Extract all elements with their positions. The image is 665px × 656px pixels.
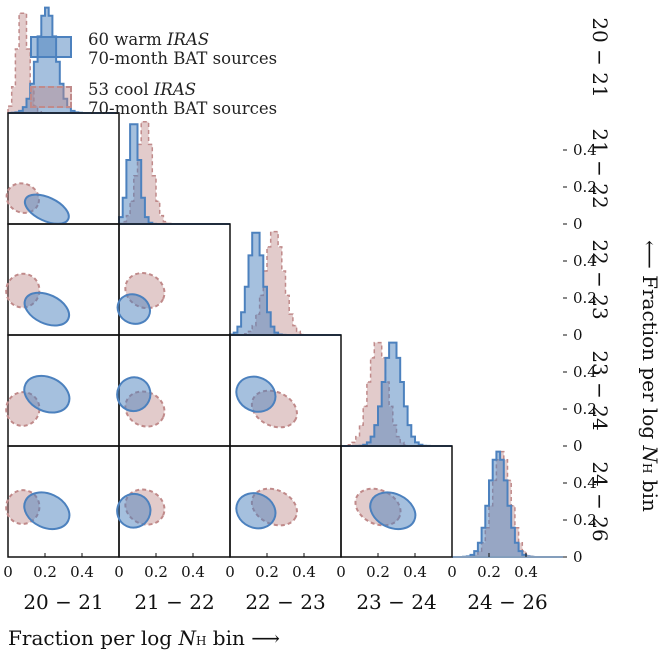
y-axis-title: ⟵ Fraction per log NH bin xyxy=(638,240,662,512)
contour-warm-4-3 xyxy=(369,491,417,531)
contour-warm-4-0 xyxy=(23,491,71,531)
contour-warm-3-0 xyxy=(23,374,71,414)
y-bin-label: 21 − 22 xyxy=(588,128,612,208)
x-tick-label: 0.2 xyxy=(477,563,501,581)
y-bin-label: 22 − 23 xyxy=(588,239,612,319)
x-bin-label: 21 − 22 xyxy=(134,590,214,614)
y-tick-label: 0.4 xyxy=(573,141,597,159)
panel-4-3 xyxy=(340,445,453,558)
contour-warm-4-2 xyxy=(235,492,277,530)
x-tick-label: 0 xyxy=(447,563,457,581)
y-tick-label: 0 xyxy=(573,437,583,455)
contour-warm-4-1 xyxy=(116,492,152,529)
y-tick-label: 0.2 xyxy=(573,511,597,529)
contour-warm-2-1 xyxy=(116,293,151,325)
x-tick-label: 0.2 xyxy=(255,563,279,581)
y-tick-label: 0 xyxy=(573,548,583,566)
x-tick-label: 0 xyxy=(114,563,124,581)
contour-warm-1-0 xyxy=(23,193,70,225)
y-tick-label: 0.2 xyxy=(573,178,597,196)
x-bin-label: 24 − 26 xyxy=(467,590,547,614)
x-tick-label: 0.2 xyxy=(33,563,57,581)
legend-label-warm: 60 warm IRAS 70-month BAT sources xyxy=(88,30,278,68)
x-tick-label: 0.4 xyxy=(403,563,427,581)
x-tick-label: 0.4 xyxy=(70,563,94,581)
x-tick-label: 0.2 xyxy=(144,563,168,581)
y-tick-label: 0.4 xyxy=(573,474,597,492)
x-bin-label: 20 − 21 xyxy=(23,590,103,614)
y-tick-label: 0.2 xyxy=(573,289,597,307)
x-tick-label: 0 xyxy=(336,563,346,581)
y-tick-label: 0.4 xyxy=(573,363,597,381)
y-tick-label: 0 xyxy=(573,215,583,233)
x-axis-title: Fraction per log NH bin ⟶ xyxy=(8,626,280,650)
histogram-warm-1 xyxy=(118,123,230,225)
contour-warm-3-1 xyxy=(116,376,152,413)
contour-warm-3-2 xyxy=(235,375,277,413)
y-bin-label: 23 − 24 xyxy=(588,350,612,430)
y-tick-label: 0.2 xyxy=(573,400,597,418)
x-bin-label: 22 − 23 xyxy=(245,590,325,614)
x-tick-label: 0.4 xyxy=(181,563,205,581)
x-tick-label: 0 xyxy=(3,563,13,581)
y-tick-label: 0.4 xyxy=(573,252,597,270)
legend-label-cool: 53 cool IRAS 70-month BAT sources xyxy=(88,80,278,118)
y-tick-label: 0 xyxy=(573,326,583,344)
x-bin-label: 23 − 24 xyxy=(356,590,436,614)
legend-swatch-cool xyxy=(30,86,72,108)
legend-swatch-warm xyxy=(30,36,72,58)
y-bin-label: 20 − 21 xyxy=(588,17,612,97)
x-tick-label: 0.4 xyxy=(292,563,316,581)
histogram-warm-3 xyxy=(341,341,452,447)
x-tick-label: 0 xyxy=(225,563,235,581)
y-bin-label: 24 − 26 xyxy=(588,461,612,541)
x-tick-label: 0.2 xyxy=(366,563,390,581)
contour-warm-2-0 xyxy=(23,291,71,327)
x-tick-label: 0.4 xyxy=(514,563,538,581)
